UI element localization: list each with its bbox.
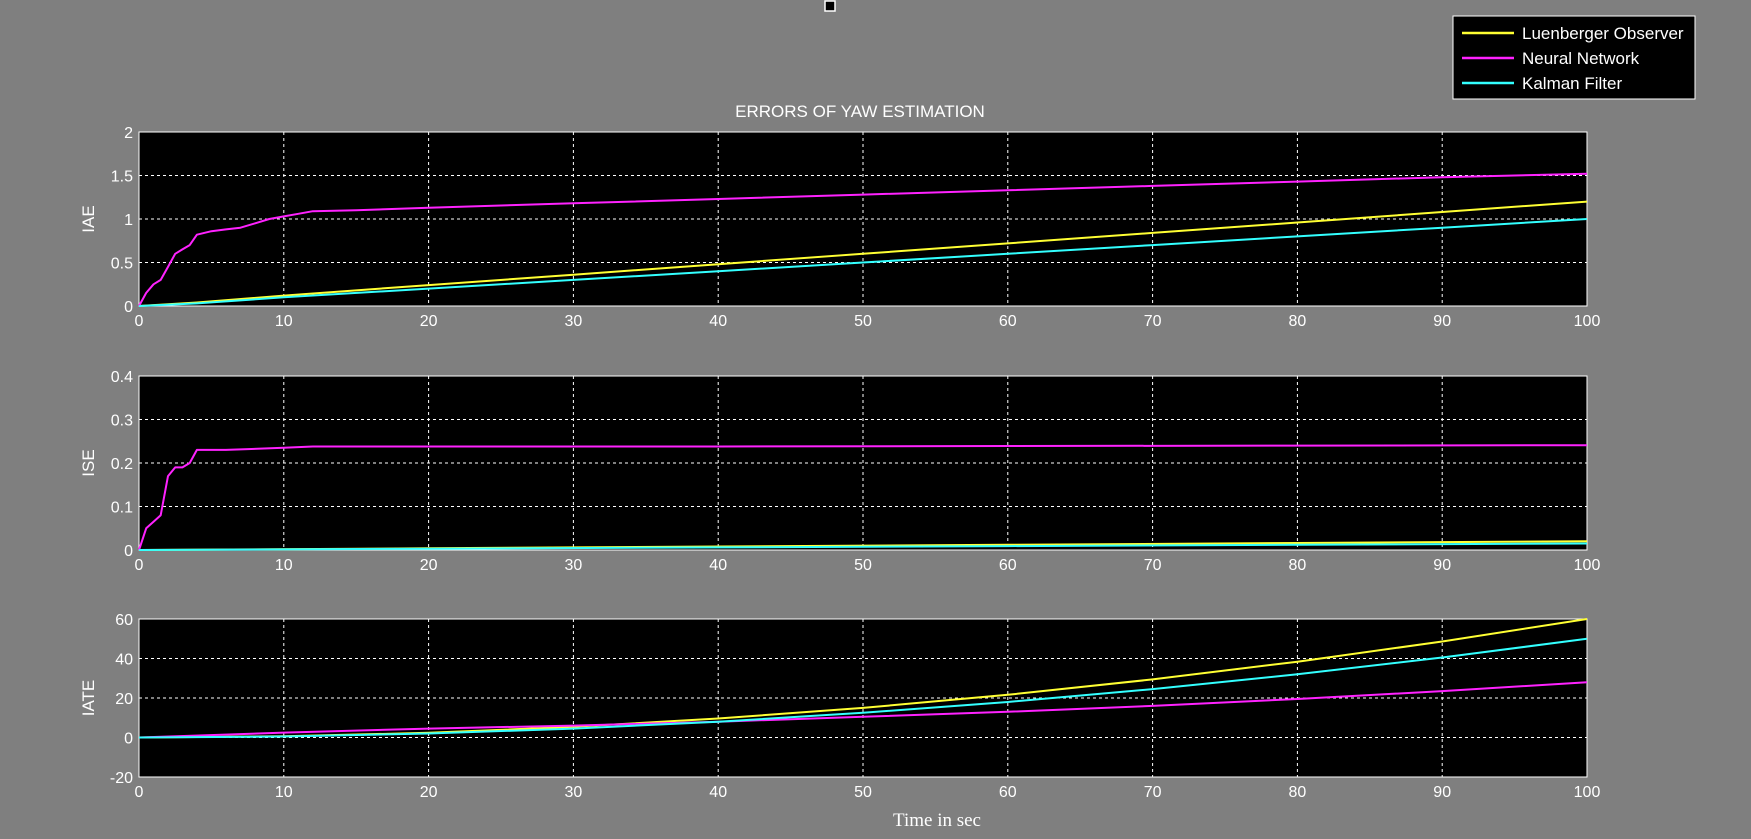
y-tick-label-ise: 0.2 <box>111 456 133 473</box>
x-tick-label-ise: 50 <box>854 557 872 574</box>
y-tick-label-iate: 0 <box>124 731 133 748</box>
x-tick-label-iate: 30 <box>565 784 583 801</box>
x-tick-label-iate: 90 <box>1433 784 1451 801</box>
x-tick-label-iae: 40 <box>709 313 727 330</box>
y-tick-label-iate: 40 <box>115 652 133 669</box>
y-tick-label-ise: 0.4 <box>111 369 133 386</box>
y-tick-label-ise: 0 <box>124 543 133 560</box>
x-axis-label: Time in sec <box>893 810 981 831</box>
x-tick-label-iate: 70 <box>1144 784 1162 801</box>
y-tick-label-ise: 0.3 <box>111 413 133 430</box>
y-tick-label-iae: 1.5 <box>111 169 133 186</box>
x-tick-label-iate: 40 <box>709 784 727 801</box>
x-tick-label-ise: 40 <box>709 557 727 574</box>
series-line-neural-network-iae <box>138 172 1588 307</box>
x-tick-label-iate: 100 <box>1574 784 1601 801</box>
x-tick-label-iae: 100 <box>1574 313 1601 330</box>
subplot-ise: 0 0.1 0.2 0.3 0.4 0 10 20 30 40 50 60 70 80 90 100 ISE <box>79 369 1600 574</box>
x-tick-label-iae: 90 <box>1433 313 1451 330</box>
x-tick-labels-iate: 0 10 20 30 40 50 60 70 80 90 100 <box>135 784 1601 801</box>
x-tick-label-iae: 60 <box>999 313 1017 330</box>
series-line-neural-network-ise <box>138 444 1588 551</box>
subplot-iae: 0 0.5 1 1.5 2 0 10 20 30 40 50 60 70 80 90 100 IAE <box>79 125 1600 330</box>
series-line-neural-network-iate <box>138 681 1588 739</box>
y-tick-label-iae: 0.5 <box>111 256 133 273</box>
legend-label-kalman-filter: Kalman Filter <box>1522 74 1622 93</box>
x-tick-label-iae: 80 <box>1289 313 1307 330</box>
chart-title: ERRORS OF YAW ESTIMATION <box>735 102 985 121</box>
x-tick-label-iate: 80 <box>1289 784 1307 801</box>
x-tick-label-ise: 90 <box>1433 557 1451 574</box>
legend[interactable]: Luenberger Observer Neural Network Kalma… <box>1452 15 1696 100</box>
x-tick-label-ise: 80 <box>1289 557 1307 574</box>
x-tick-label-iae: 20 <box>420 313 438 330</box>
x-tick-label-iate: 10 <box>275 784 293 801</box>
x-tick-label-ise: 30 <box>565 557 583 574</box>
x-tick-label-ise: 60 <box>999 557 1017 574</box>
x-tick-label-iae: 10 <box>275 313 293 330</box>
legend-item-kalman-filter[interactable]: Kalman Filter <box>1462 74 1622 93</box>
y-axis-label-iate: IATE <box>79 680 98 717</box>
series-lines-ise <box>138 444 1588 551</box>
x-tick-label-iate: 20 <box>420 784 438 801</box>
x-tick-labels-iae: 0 10 20 30 40 50 60 70 80 90 100 <box>135 313 1601 330</box>
grid-ise <box>139 376 1587 550</box>
series-line-kalman-filter-ise <box>138 542 1588 551</box>
x-tick-label-iae: 70 <box>1144 313 1162 330</box>
y-tick-label-iate: 20 <box>115 691 133 708</box>
x-tick-labels-ise: 0 10 20 30 40 50 60 70 80 90 100 <box>135 557 1601 574</box>
y-tick-label-iae: 1 <box>124 212 133 229</box>
x-tick-label-iate: 50 <box>854 784 872 801</box>
y-axis-label-ise: ISE <box>79 449 98 476</box>
x-tick-label-ise: 10 <box>275 557 293 574</box>
x-tick-label-iate: 60 <box>999 784 1017 801</box>
x-tick-label-iae: 30 <box>565 313 583 330</box>
y-tick-label-iate: -20 <box>110 770 133 787</box>
legend-label-neural-network: Neural Network <box>1522 49 1640 68</box>
x-tick-label-iae: 50 <box>854 313 872 330</box>
grid-iate <box>139 619 1587 777</box>
series-lines-iate <box>138 618 1588 739</box>
series-line-kalman-filter-iae <box>138 218 1588 307</box>
legend-item-luenberger[interactable]: Luenberger Observer <box>1462 24 1684 43</box>
x-tick-label-iate: 0 <box>135 784 144 801</box>
y-tick-label-ise: 0.1 <box>111 500 133 517</box>
y-tick-label-iae: 0 <box>124 299 133 316</box>
y-tick-labels-ise: 0 0.1 0.2 0.3 0.4 <box>111 369 133 560</box>
x-tick-label-ise: 100 <box>1574 557 1601 574</box>
legend-item-neural-network[interactable]: Neural Network <box>1462 49 1640 68</box>
x-tick-label-ise: 0 <box>135 557 144 574</box>
y-axis-label-iae: IAE <box>79 205 98 232</box>
y-tick-label-iae: 2 <box>124 125 133 142</box>
series-line-kalman-filter-iate <box>138 637 1588 739</box>
y-tick-labels-iate: -20 0 20 40 60 <box>110 612 133 787</box>
x-tick-label-ise: 20 <box>420 557 438 574</box>
legend-label-luenberger: Luenberger Observer <box>1522 24 1684 43</box>
x-tick-label-ise: 70 <box>1144 557 1162 574</box>
toolbar-handle-icon[interactable] <box>824 0 836 12</box>
series-line-luenberger-observer-iae <box>138 200 1588 307</box>
y-tick-labels-iae: 0 0.5 1 1.5 2 <box>111 125 133 316</box>
y-tick-label-iate: 60 <box>115 612 133 629</box>
series-lines-iae <box>138 172 1588 307</box>
x-tick-label-iae: 0 <box>135 313 144 330</box>
